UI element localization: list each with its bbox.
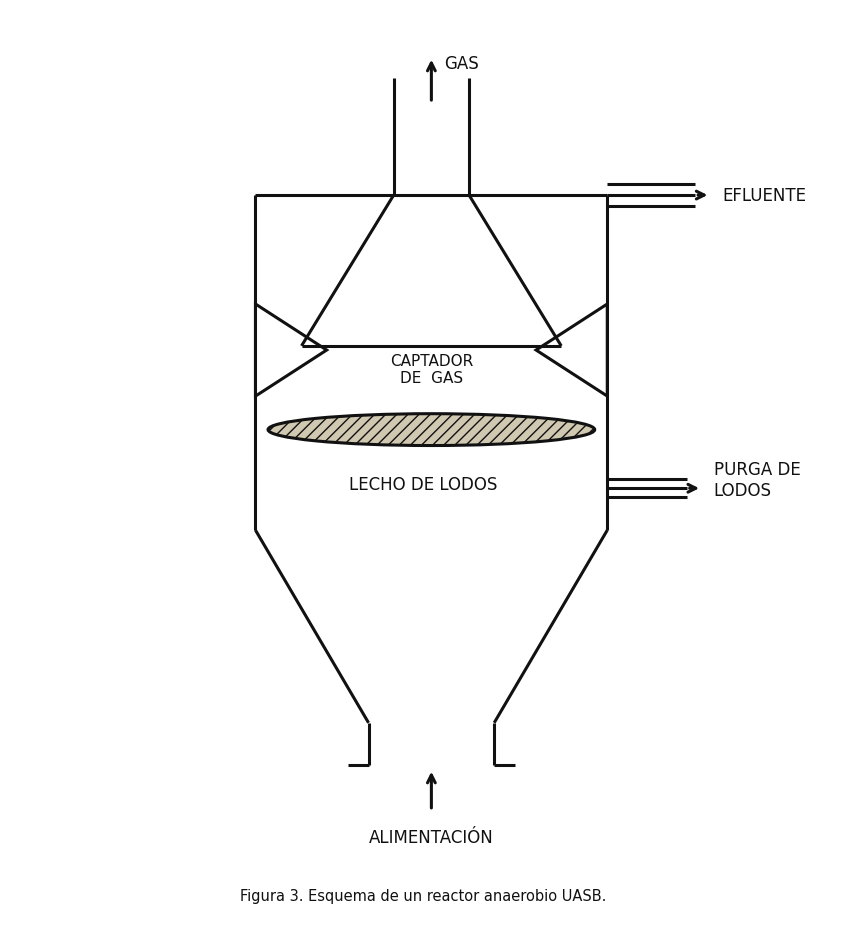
Text: PURGA DE
LODOS: PURGA DE LODOS bbox=[714, 461, 800, 499]
Text: EFLUENTE: EFLUENTE bbox=[722, 187, 806, 205]
Text: GAS: GAS bbox=[444, 55, 479, 73]
Text: Figura 3. Esquema de un reactor anaerobio UASB.: Figura 3. Esquema de un reactor anaerobi… bbox=[239, 888, 607, 903]
Text: ALIMENTACIÓN: ALIMENTACIÓN bbox=[369, 828, 494, 846]
Text: LECHO DE LODOS: LECHO DE LODOS bbox=[349, 476, 497, 494]
Text: CAPTADOR
DE  GAS: CAPTADOR DE GAS bbox=[390, 353, 473, 385]
Ellipse shape bbox=[268, 414, 595, 447]
